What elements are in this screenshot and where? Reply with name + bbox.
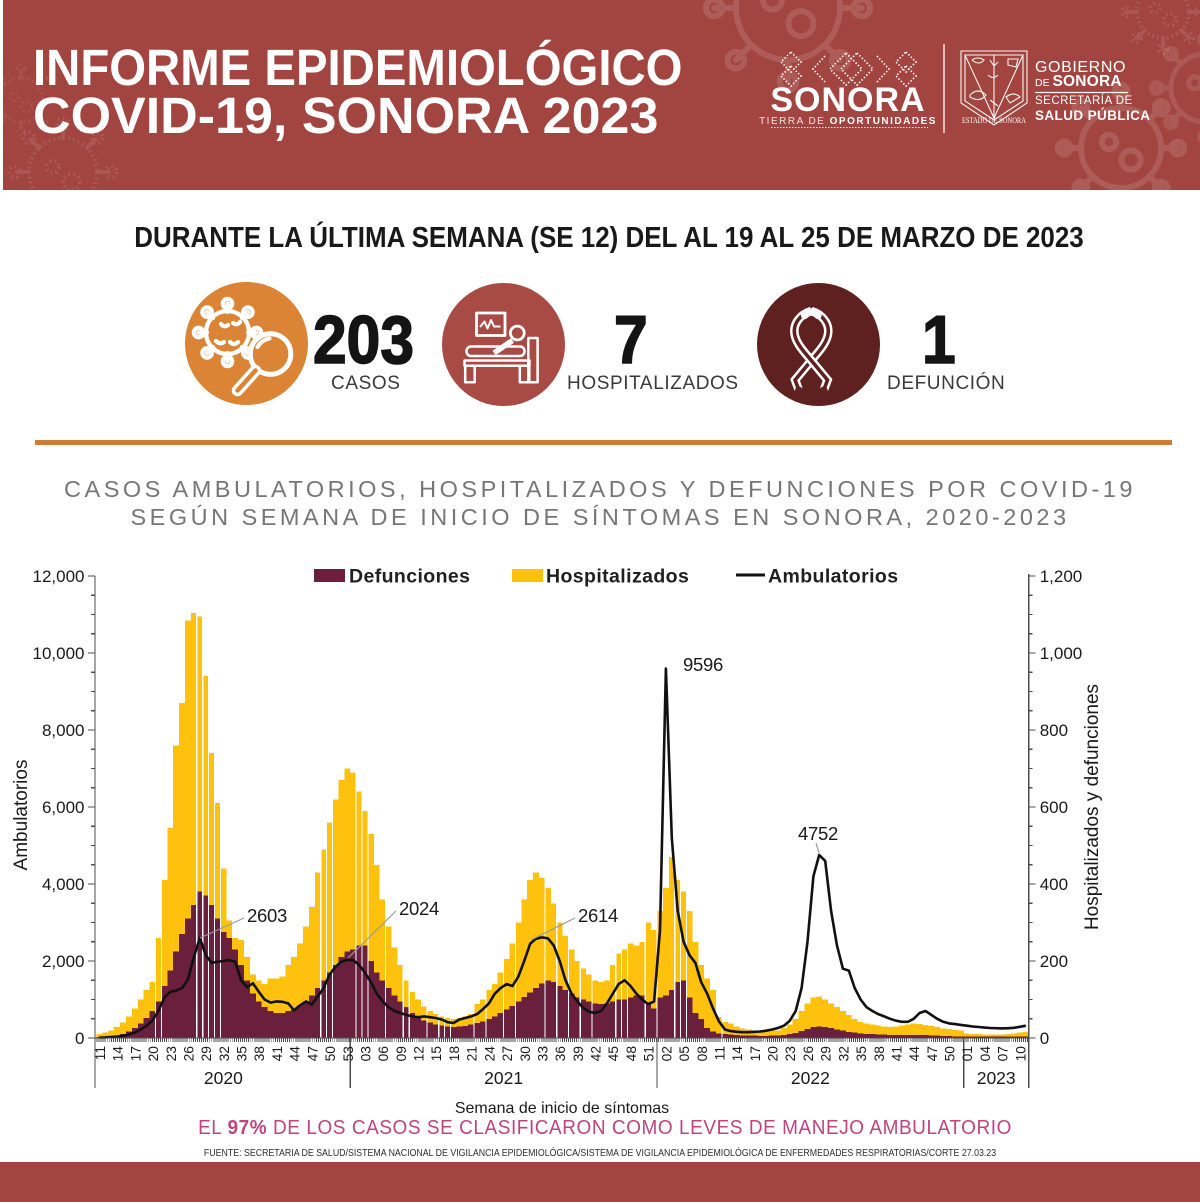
svg-text:0: 0: [75, 1029, 84, 1048]
svg-text:18: 18: [447, 1046, 462, 1062]
svg-text:Hospitalizados: Hospitalizados: [546, 566, 689, 588]
svg-text:47: 47: [925, 1046, 940, 1061]
svg-text:53: 53: [341, 1046, 356, 1062]
svg-text:SONORA: SONORA: [770, 81, 925, 119]
svg-text:17: 17: [128, 1046, 143, 1061]
svg-text:03: 03: [358, 1046, 373, 1062]
svg-text:27: 27: [500, 1046, 515, 1061]
svg-text:23: 23: [783, 1046, 798, 1062]
svg-text:26: 26: [801, 1046, 816, 1062]
svg-text:10,000: 10,000: [33, 644, 85, 663]
svg-text:29: 29: [199, 1046, 214, 1062]
svg-text:1,200: 1,200: [1040, 567, 1083, 586]
svg-text:15: 15: [429, 1046, 444, 1062]
svg-text:32: 32: [217, 1046, 232, 1061]
svg-text:47: 47: [305, 1046, 320, 1061]
svg-text:38: 38: [252, 1046, 267, 1062]
svg-text:SECRETARÍA DE: SECRETARÍA DE: [1035, 94, 1133, 107]
svg-text:6,000: 6,000: [42, 798, 85, 817]
svg-text:ESTADO DE SONORA: ESTADO DE SONORA: [962, 115, 1027, 125]
svg-text:01: 01: [960, 1046, 975, 1061]
svg-text:2020: 2020: [204, 1068, 243, 1088]
svg-text:2,000: 2,000: [42, 952, 85, 971]
svg-text:Ambulatorios: Ambulatorios: [768, 566, 898, 588]
svg-text:2614: 2614: [578, 905, 618, 926]
svg-text:TIERRA DE OPORTUNIDADES: TIERRA DE OPORTUNIDADES: [759, 116, 937, 127]
svg-text:800: 800: [1040, 721, 1068, 740]
svg-text:12,000: 12,000: [33, 567, 85, 586]
svg-text:42: 42: [589, 1046, 604, 1061]
svg-text:33: 33: [536, 1046, 551, 1062]
svg-text:50: 50: [943, 1046, 958, 1062]
svg-text:2021: 2021: [484, 1068, 523, 1088]
svg-text:50: 50: [323, 1046, 338, 1062]
svg-text:17: 17: [748, 1046, 763, 1061]
svg-text:02: 02: [659, 1046, 674, 1061]
svg-text:24: 24: [482, 1046, 497, 1062]
svg-text:14: 14: [111, 1046, 126, 1062]
svg-text:06: 06: [376, 1046, 391, 1062]
svg-text:05: 05: [677, 1046, 692, 1062]
svg-text:39: 39: [571, 1046, 586, 1062]
svg-text:35: 35: [235, 1046, 250, 1062]
svg-text:2603: 2603: [247, 905, 287, 926]
svg-text:9596: 9596: [683, 654, 723, 675]
svg-text:30: 30: [518, 1046, 533, 1062]
svg-text:35: 35: [854, 1046, 869, 1062]
svg-text:SALUD PÚBLICA: SALUD PÚBLICA: [1035, 108, 1150, 123]
svg-text:44: 44: [907, 1046, 922, 1062]
svg-text:0: 0: [1040, 1029, 1049, 1048]
svg-text:Defunciones: Defunciones: [349, 566, 470, 588]
svg-text:09: 09: [394, 1046, 409, 1062]
svg-text:21: 21: [465, 1046, 480, 1061]
svg-text:2023: 2023: [977, 1068, 1016, 1088]
svg-text:12: 12: [412, 1046, 427, 1061]
svg-text:8,000: 8,000: [42, 721, 85, 740]
svg-text:44: 44: [288, 1046, 303, 1062]
svg-text:38: 38: [872, 1046, 887, 1062]
svg-text:04: 04: [978, 1046, 993, 1062]
svg-text:08: 08: [695, 1046, 710, 1062]
svg-text:20: 20: [766, 1046, 781, 1062]
svg-text:GOBIERNO: GOBIERNO: [1035, 59, 1126, 76]
svg-text:1,000: 1,000: [1040, 644, 1083, 663]
svg-text:23: 23: [164, 1046, 179, 1062]
svg-text:20: 20: [146, 1046, 161, 1062]
svg-text:10: 10: [1013, 1046, 1028, 1062]
svg-text:11: 11: [713, 1046, 728, 1060]
svg-text:4752: 4752: [798, 823, 838, 844]
svg-text:45: 45: [606, 1046, 621, 1062]
svg-text:2024: 2024: [399, 898, 439, 919]
svg-text:2022: 2022: [791, 1068, 830, 1088]
svg-text:07: 07: [996, 1046, 1011, 1061]
svg-text:200: 200: [1040, 952, 1068, 971]
svg-text:Ambulatorios: Ambulatorios: [11, 760, 32, 871]
svg-text:DE SONORA: DE SONORA: [1035, 73, 1122, 90]
svg-text:41: 41: [890, 1046, 905, 1061]
svg-text:41: 41: [270, 1046, 285, 1061]
svg-text:4,000: 4,000: [42, 875, 85, 894]
svg-text:32: 32: [836, 1046, 851, 1061]
svg-text:Hospitalizados y defunciones: Hospitalizados y defunciones: [1082, 684, 1103, 930]
svg-text:36: 36: [553, 1046, 568, 1062]
svg-text:11: 11: [93, 1046, 108, 1060]
svg-text:29: 29: [819, 1046, 834, 1062]
svg-text:600: 600: [1040, 798, 1068, 817]
svg-text:48: 48: [624, 1046, 639, 1062]
svg-text:400: 400: [1040, 875, 1068, 894]
svg-text:14: 14: [730, 1046, 745, 1062]
svg-text:51: 51: [642, 1046, 657, 1061]
svg-text:26: 26: [181, 1046, 196, 1062]
